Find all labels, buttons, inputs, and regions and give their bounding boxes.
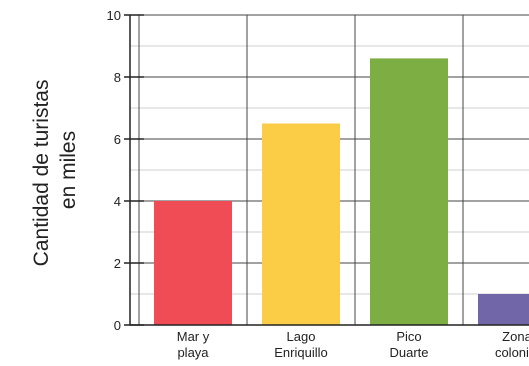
y-axis-title: Cantidad de turistas en miles [30, 74, 80, 267]
y-axis-title-line-2: en miles [57, 131, 80, 209]
bar [154, 201, 232, 325]
axis-layer [124, 14, 529, 326]
y-tick-label: 4 [114, 194, 121, 209]
x-tick-label-line: Mar y [177, 329, 210, 344]
x-tick-label-line: Pico [396, 329, 421, 344]
y-tick-label: 2 [114, 256, 121, 271]
y-tick-label: 0 [114, 318, 121, 333]
bars-layer [154, 58, 529, 326]
x-tick-label-line: Lago [287, 329, 316, 344]
x-tick-label-line: playa [177, 345, 209, 360]
x-tick-label: Lago Enriquillo [274, 329, 327, 360]
bar [262, 123, 340, 325]
y-tick-label: 8 [114, 70, 121, 85]
x-tick-label-line: colonial [495, 345, 529, 360]
bar [478, 294, 529, 325]
bar [370, 58, 448, 326]
x-tick-label: Pico Duarte [389, 329, 428, 360]
x-tick-label: Zonacolonial [495, 329, 529, 360]
x-tick-label-line: Zona [502, 329, 529, 344]
y-tick-label: 10 [107, 8, 121, 23]
y-tick-label: 6 [114, 132, 121, 147]
labels-layer: 0 2 4 6 8 10 Mar y playa Lago Enriquillo Pico Duart… [107, 8, 529, 360]
x-tick-label-line: Enriquillo [274, 345, 327, 360]
x-tick-label-line: Duarte [389, 345, 428, 360]
x-tick-label: Mar y playa [177, 329, 210, 360]
y-axis-title-line-1: Cantidad de turistas [30, 80, 53, 267]
